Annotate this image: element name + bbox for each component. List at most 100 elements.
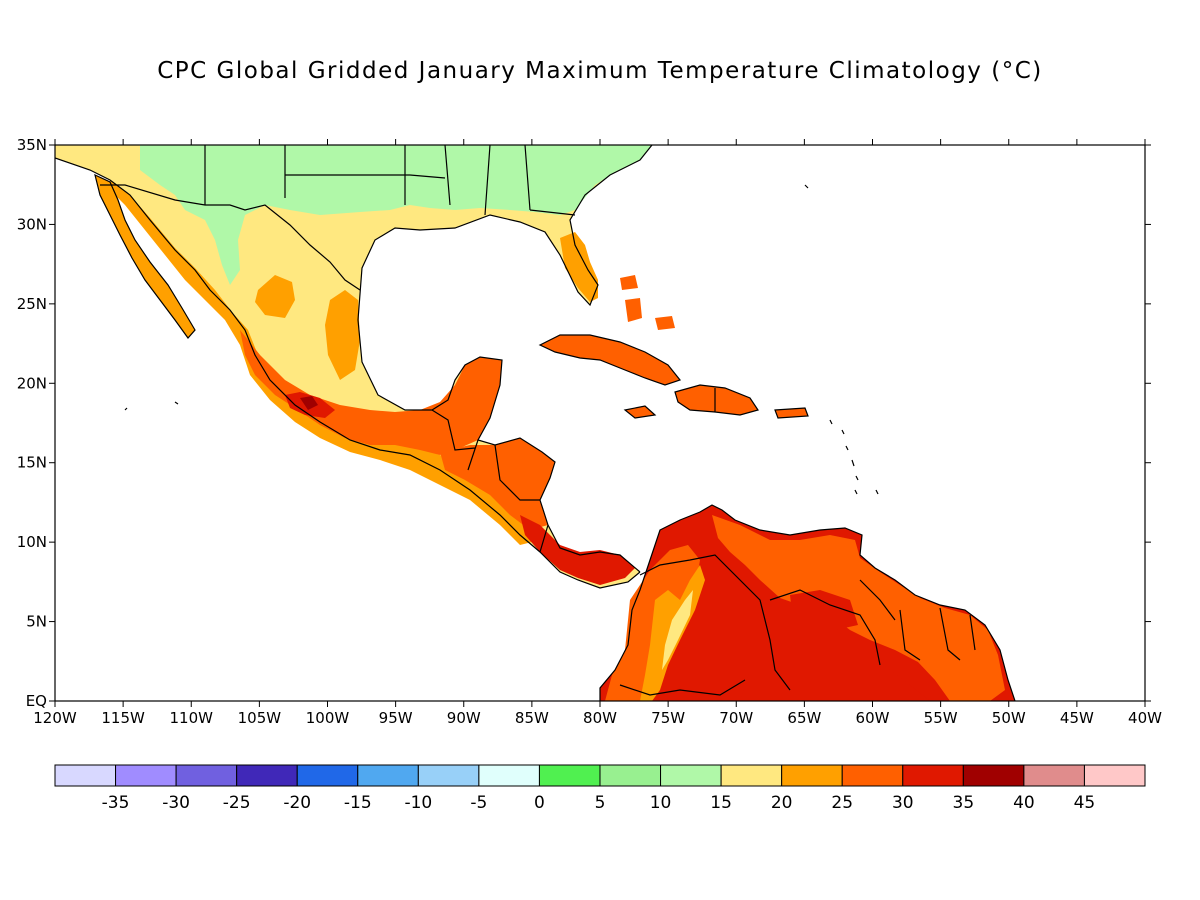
colorbar-swatch [660, 764, 722, 787]
colorbar-label: -25 [223, 793, 251, 813]
colorbar-swatch [478, 764, 540, 787]
cuba-outline [538, 334, 682, 386]
colorbar-swatch [538, 764, 601, 787]
x-tick-label: 80W [583, 709, 617, 727]
us-mexico-border [100, 184, 361, 291]
colorbar-label: -35 [102, 793, 130, 813]
us-state-borders [204, 145, 576, 216]
colorbar-label: 20 [771, 793, 793, 813]
colorbar: -35 -30 -25 -20 -15 -10 -5 0 5 10 15 20 25 30 35 40 45 [54, 764, 1146, 813]
colorbar-swatch [115, 764, 177, 787]
colorbar-label: 25 [831, 793, 853, 813]
central-america-borders [431, 409, 549, 553]
x-tick-label: 120W [33, 709, 77, 727]
x-tick-label: 95W [379, 709, 413, 727]
florida-peninsula [560, 232, 598, 302]
colorbar-label: -20 [283, 793, 311, 813]
y-tick-label: 35N [17, 136, 47, 154]
hispaniola-outline [674, 384, 759, 416]
central-america-redorange [440, 438, 555, 530]
hispaniola [675, 385, 758, 415]
colorbar-swatch [417, 764, 480, 787]
x-tick-label: 40W [1128, 709, 1162, 727]
jamaica-outline [623, 405, 657, 419]
y-tick-label: 30N [17, 215, 47, 233]
colorbar-label: -10 [404, 793, 432, 813]
colorbar-swatch [841, 764, 904, 787]
x-tick-label: 45W [1060, 709, 1094, 727]
y-tick-label: 15N [17, 454, 47, 472]
south-america-coast-orange [712, 515, 1005, 701]
colorbar-swatch [962, 764, 1025, 787]
lesser-antilles [124, 184, 879, 495]
baja-california [95, 175, 195, 338]
y-tick-label: 5N [26, 613, 47, 631]
colorbar-swatch [54, 764, 117, 787]
x-tick-label: 90W [447, 709, 481, 727]
puerto-rico [775, 408, 808, 418]
x-tick-label: 100W [306, 709, 350, 727]
map-title: CPC Global Gridded January Maximum Tempe… [157, 58, 1043, 84]
colorbar-label: 45 [1074, 793, 1096, 813]
colorbar-swatch [1023, 764, 1085, 787]
longitude-axis: 120W 115W 110W 105W 100W 95W 90W 85W 80W 75W 70W 65… [33, 139, 1162, 727]
colorbar-swatch [781, 764, 843, 787]
x-tick-label: 60W [856, 709, 890, 727]
colorbar-swatch [175, 764, 238, 787]
y-tick-label: 25N [17, 295, 47, 313]
coastline-south-america [599, 504, 1016, 701]
darkred-spot [300, 396, 318, 410]
mexico-west-coast-orange [110, 180, 540, 545]
y-tick-label: 10N [17, 533, 47, 551]
temperature-field [55, 145, 1015, 701]
x-tick-label: 105W [238, 709, 282, 727]
x-tick-label: 115W [101, 709, 145, 727]
colorbar-label: 0 [534, 793, 545, 813]
colorbar-label: -5 [470, 793, 487, 813]
colorbar-swatch [357, 764, 419, 787]
baja-outline [94, 173, 196, 339]
bahamas [620, 275, 675, 330]
x-tick-label: 70W [719, 709, 753, 727]
mexico-interior-orange [255, 275, 295, 318]
colorbar-swatch [296, 764, 359, 787]
colorbar-swatch [720, 764, 783, 787]
south-america-inner-red [740, 610, 930, 701]
latitude-axis: EQ 5N 10N 15N 20N 25N 30N 35N [17, 136, 1151, 710]
colorbar-label: 40 [1013, 793, 1035, 813]
mexico-east-orange [325, 290, 360, 380]
x-tick-label: 65W [787, 709, 821, 727]
colorbar-swatch [599, 764, 662, 787]
south-america-borders [619, 554, 976, 696]
y-tick-label: EQ [26, 692, 47, 710]
colorbar-label: 10 [650, 793, 672, 813]
us-green-band [140, 145, 652, 285]
map-plot-area: 120W 115W 110W 105W 100W 95W 90W 85W 80W 75W 70W 65… [17, 136, 1162, 727]
orinoco-red [790, 590, 858, 630]
colorbar-label: -30 [162, 793, 190, 813]
colorbar-label: -15 [344, 793, 372, 813]
x-tick-label: 110W [170, 709, 214, 727]
x-tick-label: 55W [924, 709, 958, 727]
colorbar-swatch [1083, 764, 1146, 787]
coastlines-borders [55, 145, 1016, 701]
puerto-rico-outline [774, 407, 809, 419]
cuba [540, 335, 680, 385]
yucatan-redorange [455, 357, 502, 435]
x-tick-label: 85W [515, 709, 549, 727]
colorbar-swatch [902, 764, 964, 787]
colorbar-label: 30 [892, 793, 914, 813]
colorbar-label: 5 [595, 793, 606, 813]
colorbar-swatch [236, 764, 298, 787]
colorbar-label: 35 [953, 793, 975, 813]
panama-red [520, 515, 635, 585]
coastline-north-america [55, 157, 641, 589]
colorbar-label: 15 [710, 793, 732, 813]
y-tick-label: 20N [17, 374, 47, 392]
coastline-gulf [357, 145, 653, 573]
x-tick-label: 50W [992, 709, 1026, 727]
andes-cool-yellow [662, 590, 693, 670]
mexico-south-redorange [240, 330, 502, 455]
x-tick-label: 75W [651, 709, 685, 727]
